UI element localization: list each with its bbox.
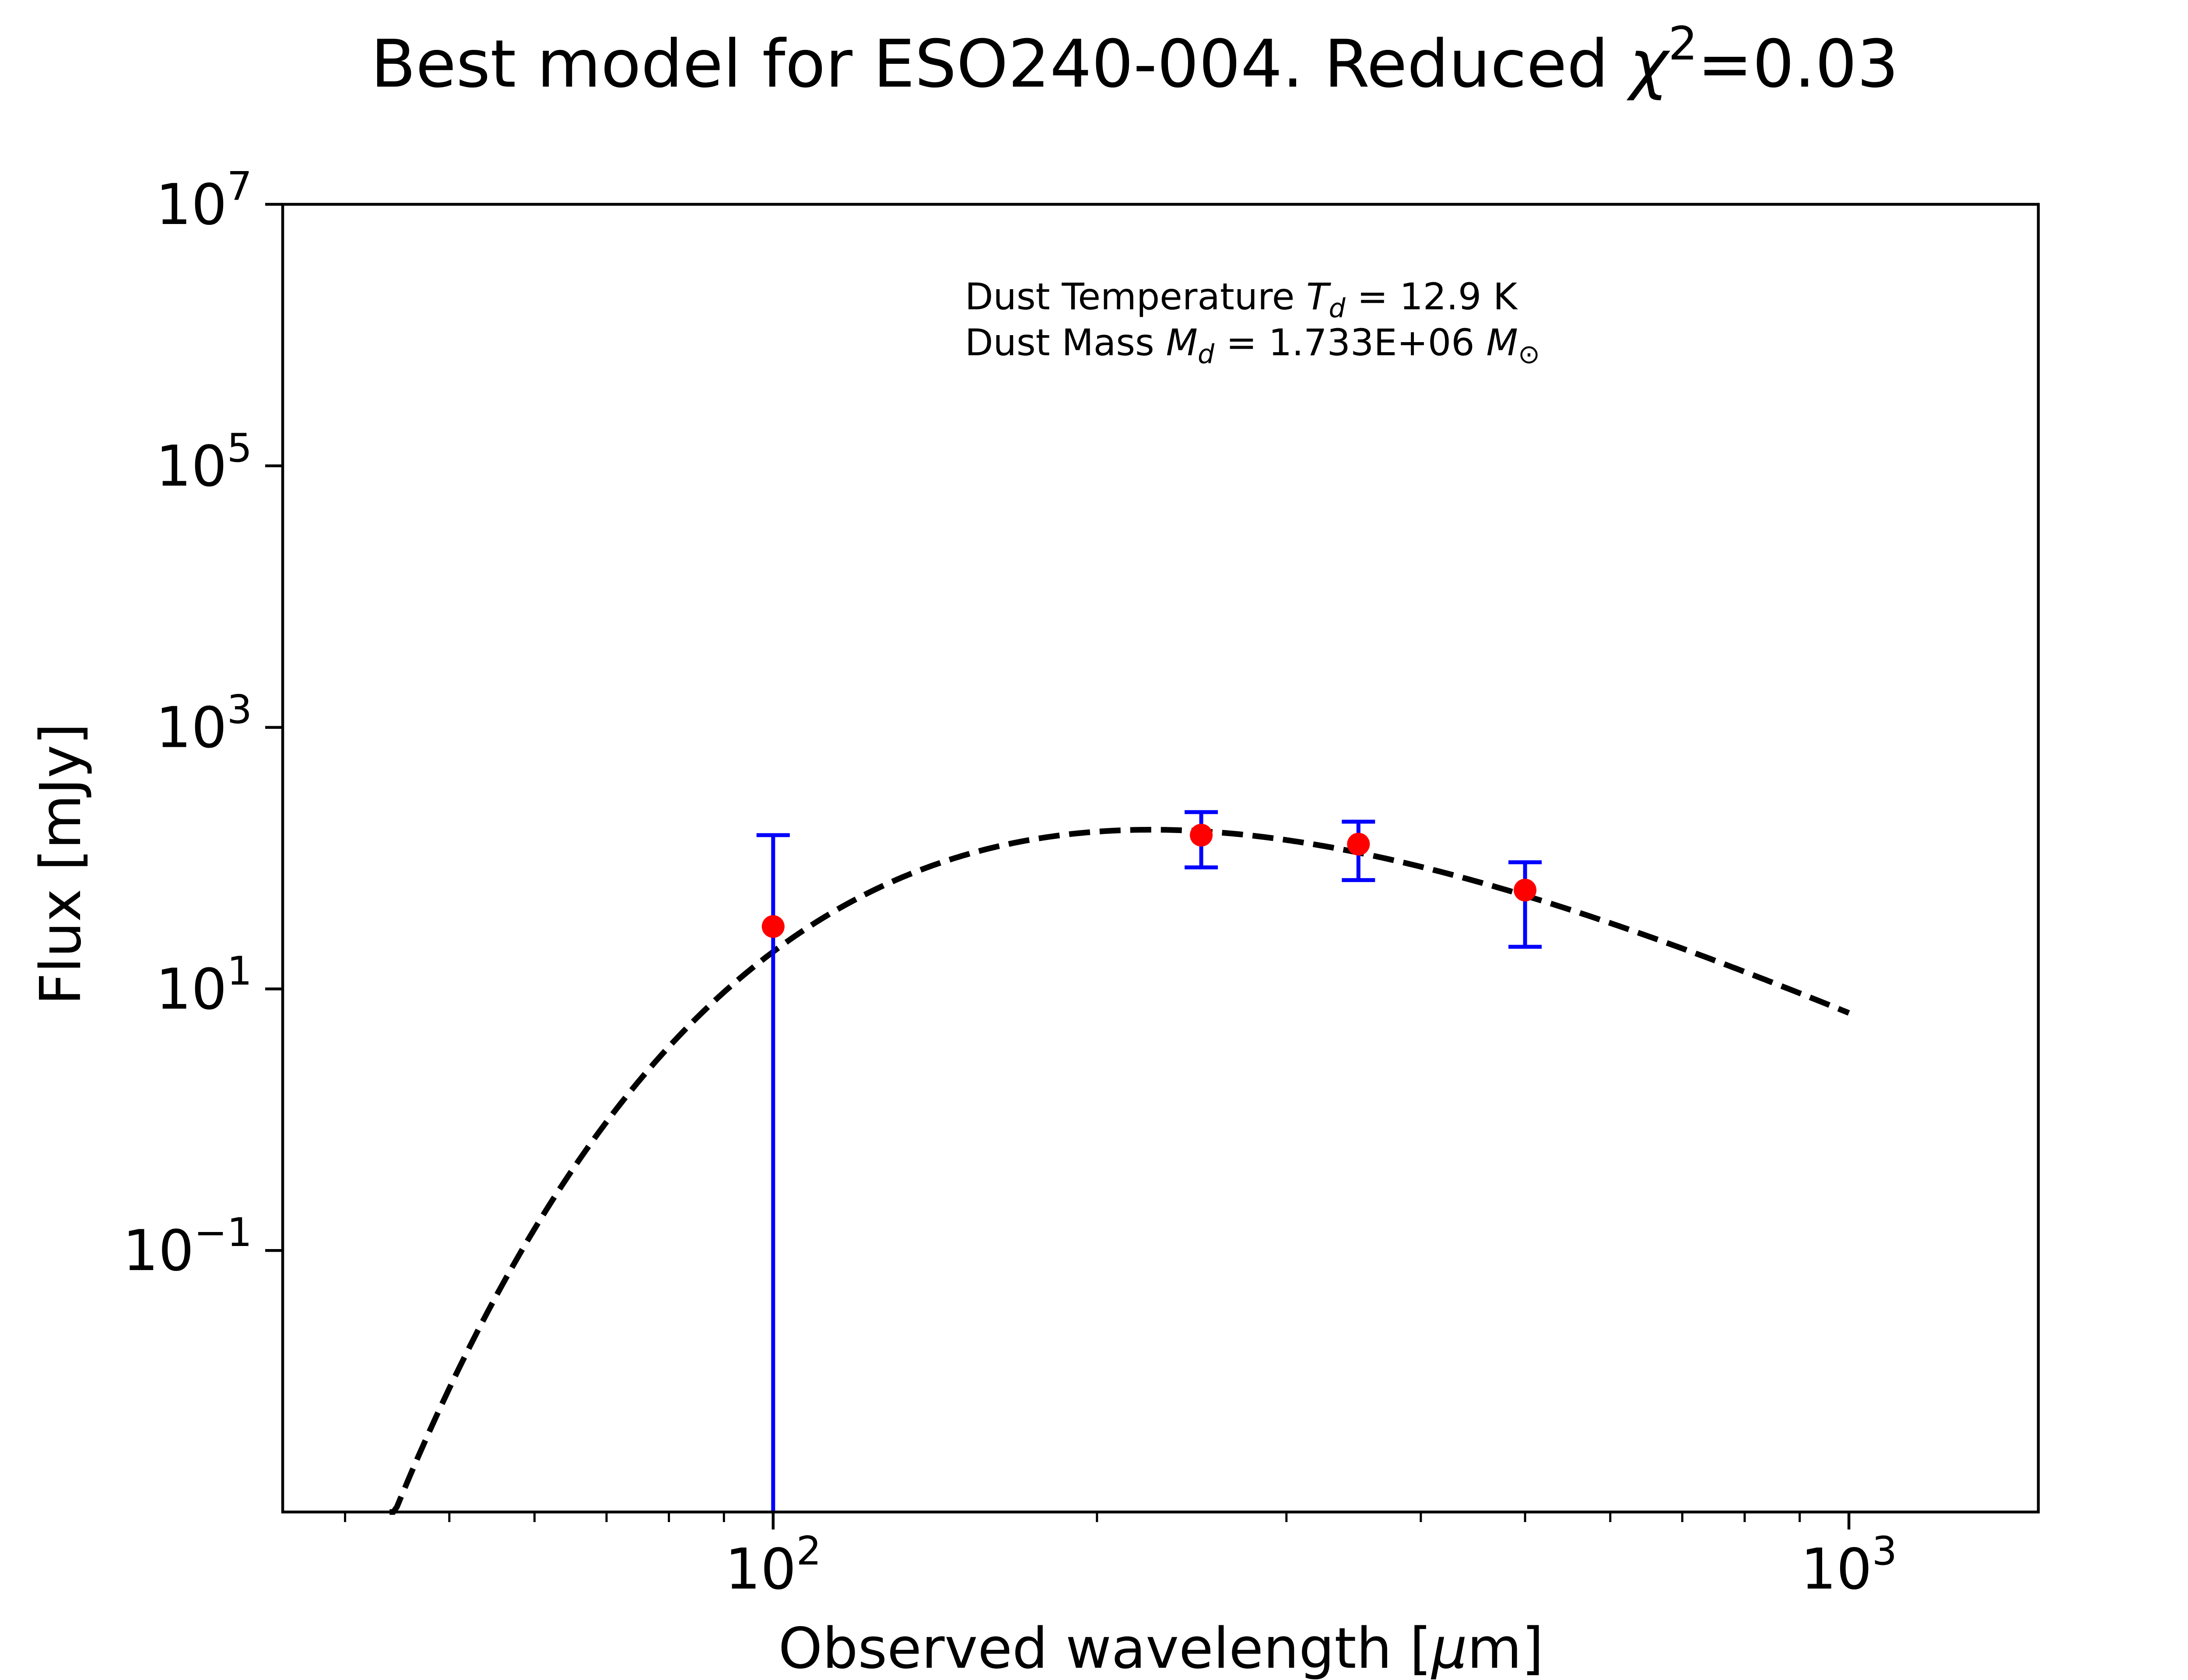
annotation-mass-unit-subscript: ⊙ <box>1518 339 1540 370</box>
annotation-temperature-label: Dust Temperature <box>965 275 1306 318</box>
annotation-mass-subscript: d <box>1198 339 1215 370</box>
y-tick-label: 103 <box>156 687 252 761</box>
chart-title: Best model for ESO240-004. Reduced χ2=0.… <box>371 17 1899 102</box>
model-curve <box>389 827 1850 1515</box>
y-tick-label: 107 <box>156 164 252 238</box>
title-chi: χ <box>1627 26 1671 102</box>
data-point <box>1190 823 1213 847</box>
annotation-mass: Dust Mass Md = 1.733E+06 M⊙ <box>965 321 1540 370</box>
data-point <box>761 915 785 938</box>
x-axis-label: Observed wavelength [μm] <box>778 1616 1544 1680</box>
title-chi-exponent: 2 <box>1668 17 1697 70</box>
annotation-mass-unit: M <box>1486 321 1518 364</box>
y-axis-label: Flux [mJy] <box>28 723 94 1005</box>
annotation-mass-value: = 1.733E+06 <box>1214 321 1486 364</box>
y-tick-label: 105 <box>156 425 252 499</box>
annotation-temperature-symbol: T <box>1306 275 1331 318</box>
x-axis-label-post: m] <box>1467 1616 1544 1680</box>
x-axis-label-pre: Observed wavelength [ <box>778 1616 1432 1680</box>
x-axis-label-mu: μ <box>1431 1616 1467 1680</box>
annotation-temperature: Dust Temperature Td = 12.9 K <box>965 275 1518 324</box>
annotation-mass-symbol: M <box>1166 321 1198 364</box>
x-tick-label: 103 <box>1801 1528 1897 1602</box>
y-tick-label: 101 <box>156 948 252 1022</box>
data-point <box>1514 878 1537 902</box>
data-point <box>1347 833 1370 856</box>
title-value: =0.03 <box>1697 26 1899 102</box>
title-main: Best model for ESO240-004. Reduced <box>371 26 1629 102</box>
x-tick-label: 102 <box>725 1528 821 1602</box>
annotation-temperature-value: = 12.9 K <box>1346 275 1518 318</box>
annotation-temperature-subscript: d <box>1329 293 1346 324</box>
y-tick-label: 10−1 <box>123 1210 252 1284</box>
annotation-mass-label: Dust Mass <box>965 321 1166 364</box>
plot-frame <box>281 203 2040 1514</box>
